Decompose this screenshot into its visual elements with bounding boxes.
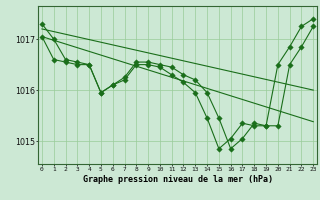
X-axis label: Graphe pression niveau de la mer (hPa): Graphe pression niveau de la mer (hPa) bbox=[83, 175, 273, 184]
